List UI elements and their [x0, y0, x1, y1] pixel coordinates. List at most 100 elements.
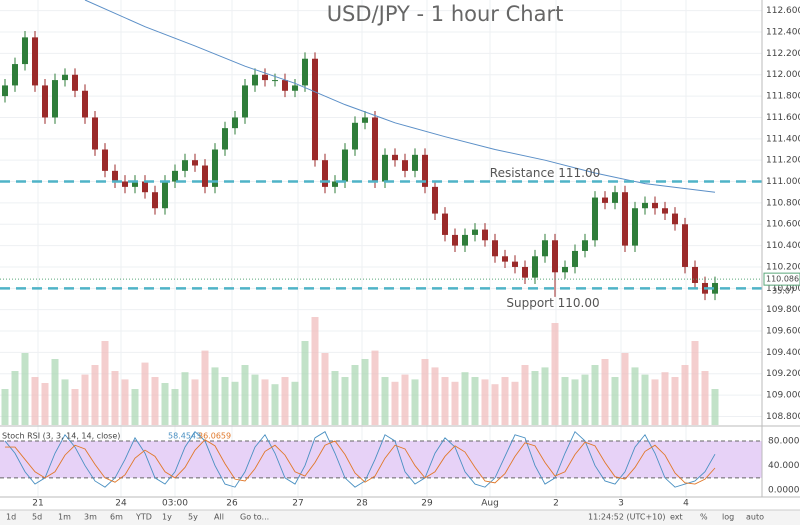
- volume-bar: [281, 377, 289, 425]
- candle-body: [482, 229, 488, 241]
- volume-bar: [481, 379, 489, 425]
- volume-bar: [101, 341, 109, 425]
- candle-body: [132, 181, 138, 187]
- volume-bar: [91, 365, 99, 425]
- volume-bar: [661, 372, 669, 425]
- candle-body: [512, 261, 518, 267]
- volume-bar: [1, 389, 9, 425]
- candle-body: [62, 74, 68, 81]
- volume-bar: [471, 377, 479, 425]
- x-tick-label: 4: [683, 499, 689, 509]
- candle-body: [92, 117, 98, 150]
- candle-body: [562, 266, 568, 273]
- volume-bar: [691, 341, 699, 425]
- volume-bar: [291, 381, 299, 425]
- x-tick-label: 21: [32, 499, 43, 509]
- candle-body: [682, 224, 688, 267]
- y-tick-label: 111.000: [766, 177, 800, 187]
- y-tick-label: 110.200: [766, 262, 800, 272]
- volume-bar: [561, 377, 569, 425]
- volume-bar: [321, 353, 329, 425]
- x-tick-label: 29: [421, 499, 433, 509]
- candle-body: [622, 192, 628, 246]
- candle-body: [392, 154, 398, 161]
- range-button[interactable]: All: [214, 513, 224, 522]
- volume-bar: [671, 377, 679, 425]
- range-button[interactable]: 1m: [58, 513, 71, 522]
- volume-bar: [551, 323, 559, 425]
- volume-bar: [141, 362, 149, 425]
- range-button[interactable]: 6m: [110, 513, 123, 522]
- candle-body: [422, 154, 428, 187]
- candle-body: [22, 37, 28, 65]
- range-button[interactable]: Go to...: [240, 513, 269, 522]
- volume-bar: [631, 367, 639, 425]
- range-button[interactable]: 3m: [84, 513, 97, 522]
- candle-body: [502, 256, 508, 262]
- chart-title: USD/JPY - 1 hour Chart: [327, 2, 564, 26]
- candle-body: [222, 128, 228, 150]
- countdown: 35:07: [772, 287, 795, 296]
- range-button[interactable]: 1y: [162, 513, 172, 522]
- last-price-box: [763, 272, 800, 286]
- volume-bar: [611, 377, 619, 425]
- volume-bar: [681, 365, 689, 425]
- y-tick-label: 0.0000: [768, 486, 800, 496]
- volume-bar: [261, 379, 269, 425]
- candle-body: [232, 117, 238, 129]
- volume-bar: [601, 359, 609, 425]
- volume-bar: [21, 353, 29, 425]
- candle-body: [402, 160, 408, 171]
- y-tick-label: 110.000: [766, 284, 800, 294]
- candle-body: [592, 197, 598, 241]
- volume-bar: [241, 365, 249, 425]
- option-button[interactable]: ext: [670, 513, 683, 522]
- candle-body: [312, 58, 318, 161]
- range-button[interactable]: 5y: [188, 513, 198, 522]
- option-button[interactable]: auto: [746, 513, 764, 522]
- candle-body: [532, 256, 538, 278]
- candle-body: [572, 250, 578, 267]
- x-tick-label: Aug: [481, 499, 499, 509]
- volume-bar: [591, 365, 599, 425]
- option-button[interactable]: %: [700, 513, 708, 522]
- candle-body: [642, 202, 648, 209]
- x-tick-label: 28: [356, 499, 368, 509]
- volume-bar: [111, 371, 119, 425]
- volume-bar: [351, 365, 359, 425]
- y-tick-label: 109.800: [766, 305, 800, 315]
- candle-body: [692, 266, 698, 283]
- volume-bar: [341, 377, 349, 425]
- moving-average: [84, 0, 716, 193]
- range-button[interactable]: 1d: [6, 513, 16, 522]
- volume-bar: [461, 372, 469, 425]
- volume-bar: [501, 377, 509, 425]
- range-button[interactable]: YTD: [135, 513, 152, 522]
- toolbar: [0, 510, 800, 525]
- volume-bar: [81, 374, 89, 425]
- y-tick-label: 109.000: [766, 391, 800, 401]
- volume-bar: [581, 374, 589, 425]
- volume-bar: [371, 350, 379, 425]
- x-tick-label: 24: [115, 499, 127, 509]
- range-button[interactable]: 5d: [32, 513, 42, 522]
- candle-body: [142, 181, 148, 193]
- candle-body: [362, 117, 368, 123]
- candle-body: [292, 85, 298, 91]
- level-label: Support 110.00: [506, 296, 599, 310]
- candle-body: [352, 122, 358, 150]
- candle-body: [672, 213, 678, 225]
- volume-bar: [651, 379, 659, 425]
- candle-body: [442, 213, 448, 235]
- candle-body: [492, 240, 498, 257]
- candle-body: [452, 234, 458, 246]
- volume-bar: [11, 371, 19, 425]
- candle-body: [32, 37, 38, 86]
- oscillator-line: [4, 430, 716, 488]
- volume-bar: [231, 381, 239, 425]
- candle-body: [322, 160, 328, 187]
- volume-bar: [61, 379, 69, 425]
- candle-body: [542, 240, 548, 257]
- option-button[interactable]: log: [722, 513, 734, 522]
